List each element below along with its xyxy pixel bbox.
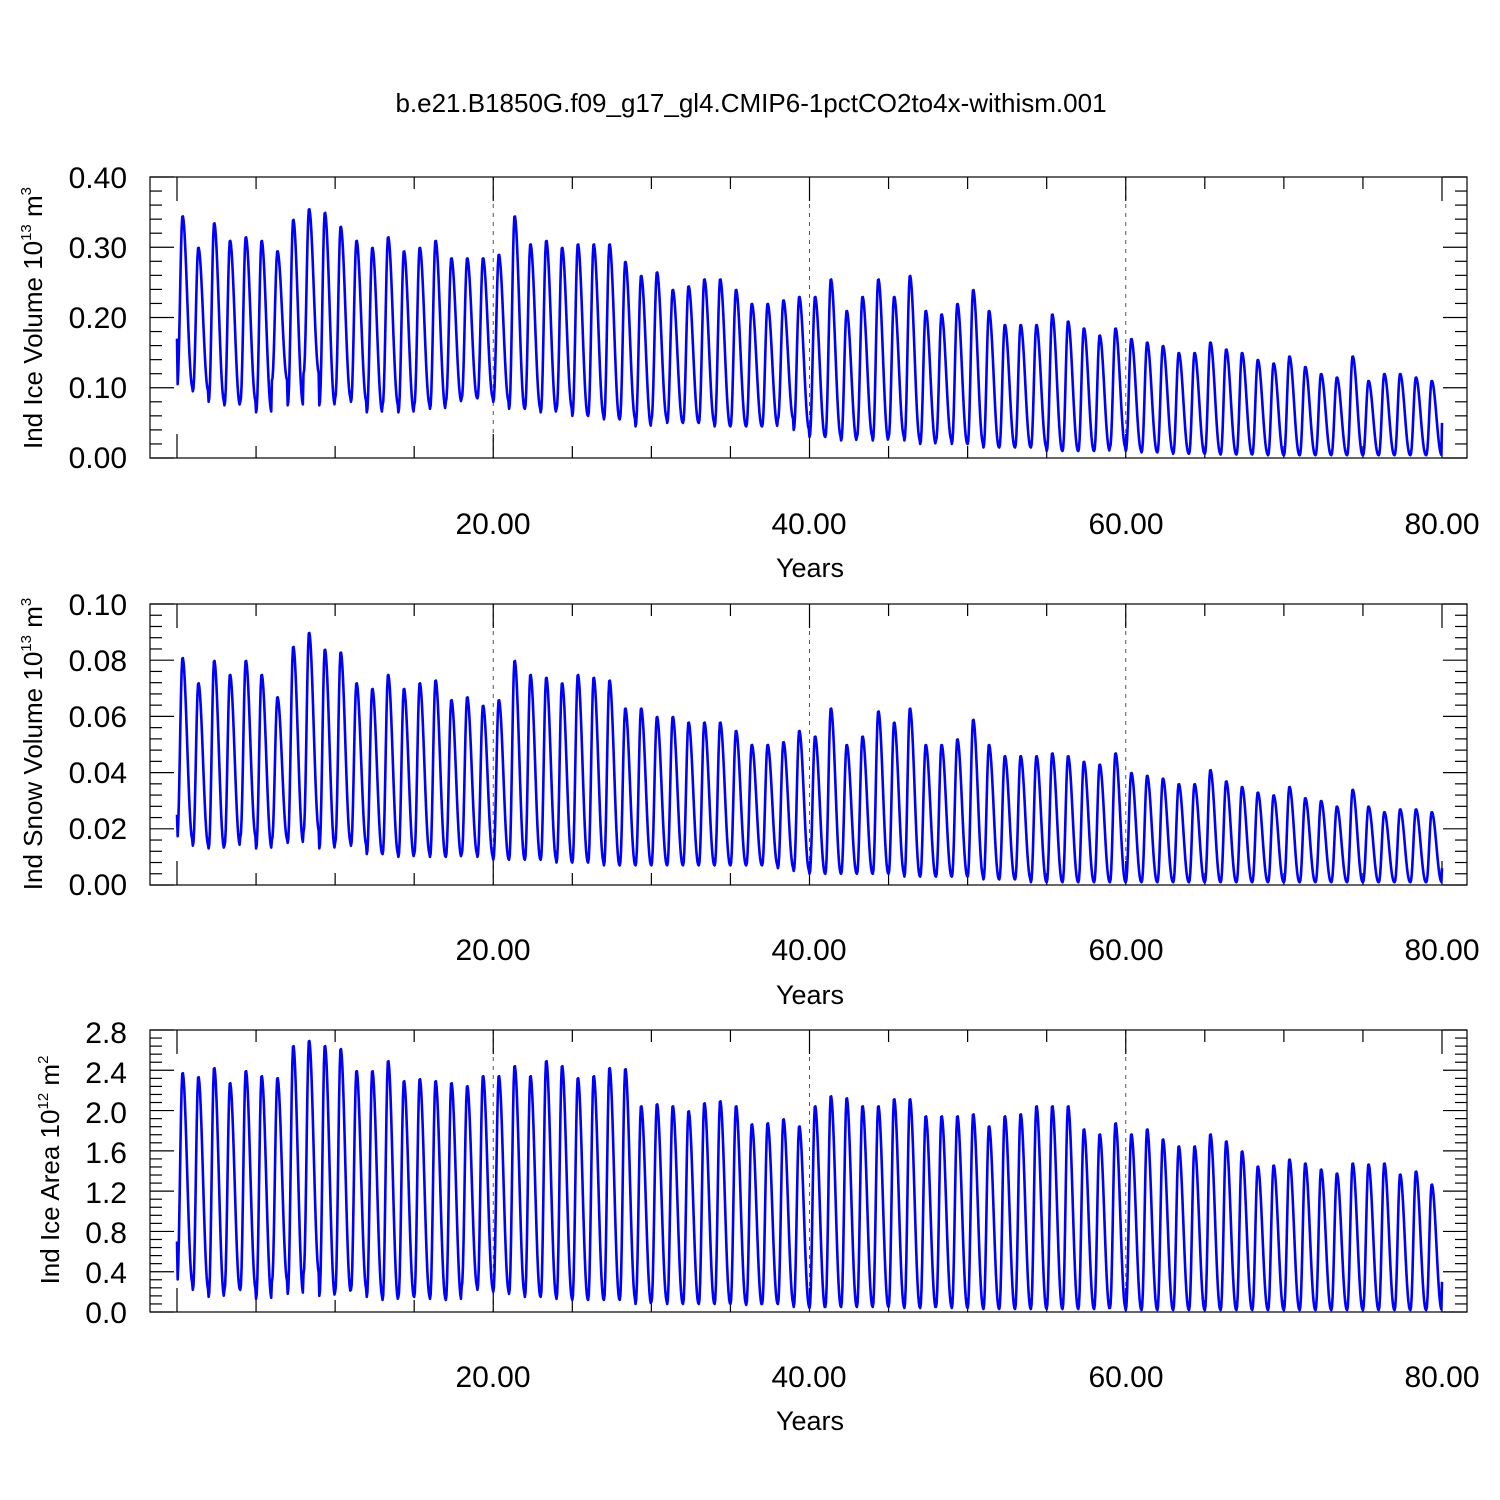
y-tick-label: 2.4 [85,1057,127,1090]
y-axis-label: Ind Snow Volume 1013 m3 [18,598,48,890]
y-tick-label: 0.02 [69,813,127,846]
series-line [175,1039,1444,1312]
x-axis-label: Years [776,1406,844,1436]
y-tick-label: 0.30 [69,232,127,265]
plot-frame [149,603,1468,886]
x-axis-label: Years [776,553,844,583]
x-tick-label: 20.00 [455,508,530,541]
plot-area [149,603,1468,886]
y-tick-label: 1.6 [85,1137,127,1170]
plot-frame [149,176,1468,459]
x-tick-label: 60.00 [1088,1361,1163,1394]
x-tick-label: 60.00 [1088,934,1163,967]
y-axis-label: Ind Ice Volume 1013 m3 [18,187,48,449]
y-tick-label: 0.4 [85,1257,127,1290]
x-axis-label: Years [776,980,844,1010]
y-tick-label: 0.00 [69,869,127,902]
y-tick-label: 0.40 [69,162,127,195]
x-tick-label: 40.00 [771,934,846,967]
panel-ice-area: Ind Ice Area 1012 m2 0.0 0.4 0.8 1.2 1.6… [35,1017,1480,1436]
x-tick-labels: 20.00 40.00 60.00 80.00 [455,934,1479,967]
series-line [175,208,1444,457]
y-tick-labels: 0.00 0.10 0.20 0.30 0.40 [69,162,127,475]
y-tick-label: 2.0 [85,1097,127,1130]
y-axis-label: Ind Ice Area 1012 m2 [35,1056,65,1285]
panel-snow-volume: Ind Snow Volume 1013 m3 0.00 0.02 0.04 0… [18,589,1480,1010]
y-tick-label: 0.0 [85,1297,127,1330]
x-tick-labels: 20.00 40.00 60.00 80.00 [455,508,1479,541]
x-tick-label: 20.00 [455,934,530,967]
x-tick-label: 20.00 [455,1361,530,1394]
plot-area [149,1029,1468,1313]
y-tick-labels: 0.00 0.02 0.04 0.06 0.08 0.10 [69,589,127,902]
x-tick-label: 80.00 [1404,508,1479,541]
y-tick-label: 0.8 [85,1217,127,1250]
x-tick-label: 40.00 [771,508,846,541]
plot-area [149,176,1468,459]
plot-layer [149,176,1468,1313]
panel-ice-volume: Ind Ice Volume 1013 m3 0.00 0.10 0.20 0.… [18,162,1480,583]
y-tick-label: 0.06 [69,701,127,734]
x-tick-label: 60.00 [1088,508,1163,541]
y-tick-label: 2.8 [85,1017,127,1050]
y-tick-label: 0.00 [69,442,127,475]
x-tick-label: 80.00 [1404,934,1479,967]
chart-title: b.e21.B1850G.f09_g17_gl4.CMIP6-1pctCO2to… [395,88,1106,118]
x-tick-labels: 20.00 40.00 60.00 80.00 [455,1361,1479,1394]
y-tick-label: 0.20 [69,302,127,335]
y-tick-label: 1.2 [85,1177,127,1210]
y-tick-labels: 0.0 0.4 0.8 1.2 1.6 2.0 2.4 2.8 [85,1017,127,1330]
plot-frame [149,1029,1468,1313]
y-tick-label: 0.10 [69,589,127,622]
y-tick-label: 0.04 [69,757,127,790]
x-tick-label: 80.00 [1404,1361,1479,1394]
series-line [175,631,1444,884]
x-tick-label: 40.00 [771,1361,846,1394]
y-tick-label: 0.08 [69,645,127,678]
y-tick-label: 0.10 [69,372,127,405]
